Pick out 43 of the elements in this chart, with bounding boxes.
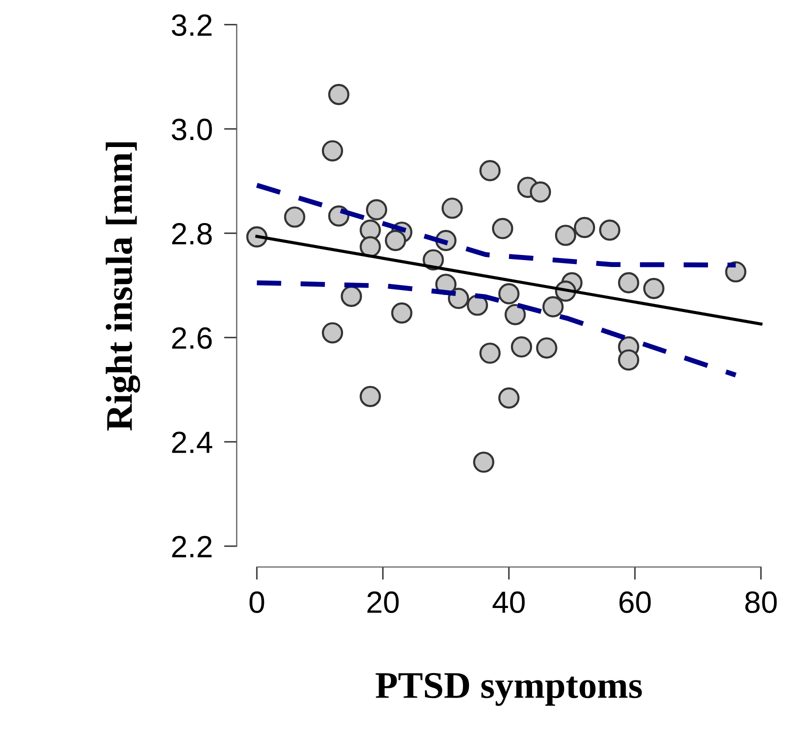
y-tick-label: 3.0 [172, 118, 212, 140]
point [536, 337, 558, 359]
point [328, 84, 350, 106]
point [466, 294, 488, 316]
y-tick-label: 2.8 [172, 222, 212, 245]
point [643, 278, 664, 300]
point [366, 199, 388, 220]
point [510, 336, 532, 358]
point [599, 219, 620, 241]
point [498, 387, 520, 409]
point [618, 272, 640, 294]
point [479, 160, 501, 182]
point [322, 322, 344, 344]
y-tick-label: 2.6 [172, 327, 212, 349]
point [360, 236, 381, 258]
point [618, 349, 640, 371]
y-axis-title: Right insula [mm] [106, 142, 140, 431]
point [504, 304, 526, 326]
point [542, 296, 564, 318]
point [492, 218, 514, 240]
x-tick-label: 80 [745, 591, 777, 614]
point [473, 452, 494, 473]
x-axis-title: PTSD symptoms [376, 672, 642, 706]
y-tick-label: 2.2 [172, 536, 212, 558]
point [384, 230, 406, 252]
point [554, 224, 576, 246]
point [340, 286, 362, 307]
point [574, 216, 596, 238]
point [322, 140, 344, 162]
x-tick-label: 40 [492, 591, 525, 614]
point [391, 302, 412, 324]
y-tick-label: 3.2 [172, 14, 212, 36]
point [284, 206, 306, 228]
point [360, 386, 381, 408]
point [498, 283, 520, 304]
x-tick-label: 0 [250, 591, 264, 614]
point [448, 288, 470, 310]
x-tick-label: 20 [367, 591, 399, 614]
point [530, 181, 552, 203]
point [442, 198, 463, 219]
point [479, 342, 501, 364]
x-tick-label: 60 [619, 591, 651, 614]
y-tick-label: 2.4 [172, 432, 212, 453]
